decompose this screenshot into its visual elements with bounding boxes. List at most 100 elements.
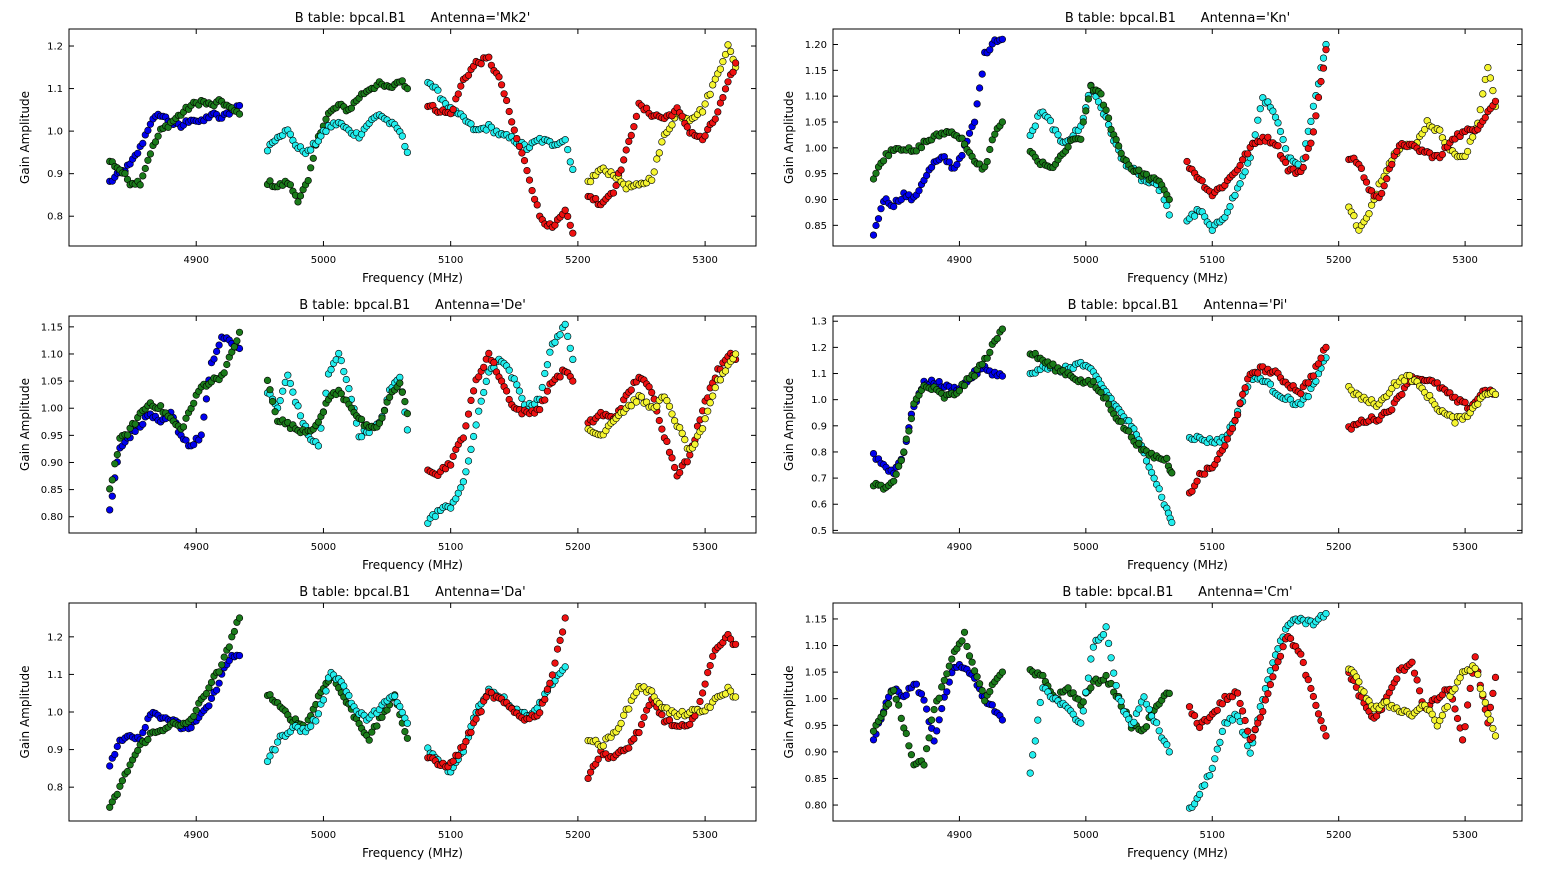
- data-point: [902, 729, 910, 738]
- data-point: [1304, 676, 1312, 684]
- data-point: [586, 768, 595, 776]
- data-point: [1241, 716, 1249, 725]
- data-point: [215, 668, 223, 676]
- y-tick-label: 1.2: [811, 343, 827, 354]
- x-tick-label: 5300: [692, 255, 717, 266]
- data-point: [1112, 136, 1120, 144]
- data-point: [564, 332, 572, 341]
- data-point: [464, 71, 473, 79]
- data-point: [505, 366, 513, 374]
- series-3: [263, 77, 412, 206]
- data-point: [706, 399, 714, 407]
- plot-frame: [68, 315, 757, 534]
- data-point: [1208, 764, 1216, 773]
- data-point: [617, 166, 625, 174]
- data-point: [561, 663, 569, 671]
- plot-frame: [832, 315, 1523, 534]
- data-point: [266, 752, 274, 760]
- x-axis-label: Frequency (MHz): [362, 846, 463, 860]
- x-tick-label: 5300: [692, 830, 717, 841]
- data-point: [1307, 117, 1315, 125]
- data-point: [536, 709, 544, 717]
- data-point: [670, 463, 679, 472]
- data-point: [403, 410, 412, 418]
- data-point: [1357, 164, 1365, 172]
- y-tick-label: 1.00: [41, 404, 63, 415]
- data-point: [556, 373, 564, 381]
- data-point: [220, 653, 228, 661]
- data-point: [546, 679, 554, 687]
- data-point: [716, 376, 725, 384]
- data-point: [1031, 737, 1039, 745]
- series-7: [584, 349, 740, 480]
- data-point: [869, 231, 878, 239]
- data-point: [1355, 678, 1363, 686]
- data-point: [1031, 122, 1039, 130]
- data-point: [612, 181, 620, 190]
- data-point: [927, 716, 936, 724]
- data-point: [477, 60, 485, 68]
- x-tick-label: 5300: [1452, 830, 1477, 841]
- data-point: [233, 337, 241, 345]
- data-point: [1256, 105, 1264, 113]
- data-point: [1246, 749, 1254, 757]
- series-2: [106, 328, 244, 493]
- data-point: [1251, 725, 1259, 734]
- data-point: [340, 368, 348, 376]
- data-point: [1319, 724, 1328, 732]
- data-point: [665, 402, 674, 411]
- data-point: [1168, 469, 1176, 477]
- data-point: [726, 47, 735, 56]
- data-point: [1438, 150, 1446, 159]
- data-point: [1451, 685, 1459, 693]
- data-point: [630, 735, 638, 743]
- data-point: [500, 90, 508, 98]
- x-tick-label: 4900: [183, 830, 208, 841]
- data-point: [1221, 442, 1229, 450]
- data-point: [1130, 718, 1138, 726]
- y-tick-label: 1.2: [47, 632, 63, 643]
- x-axis-label: Frequency (MHz): [362, 271, 463, 285]
- data-point: [1226, 203, 1234, 211]
- data-point: [1089, 643, 1097, 651]
- data-point: [1405, 371, 1414, 380]
- data-point: [630, 123, 638, 131]
- data-point: [263, 147, 272, 155]
- data-point: [1481, 698, 1489, 707]
- data-point: [543, 361, 552, 369]
- series-2: [869, 325, 1007, 493]
- data-point: [1233, 411, 1242, 419]
- data-point: [970, 372, 979, 380]
- data-point: [434, 86, 442, 94]
- data-point: [459, 478, 468, 486]
- data-point: [271, 408, 279, 416]
- data-point: [617, 719, 625, 728]
- data-point: [953, 161, 961, 169]
- data-point: [230, 343, 238, 351]
- data-point: [470, 387, 478, 395]
- data-point: [454, 90, 462, 98]
- data-point: [943, 670, 951, 678]
- y-tick-label: 0.90: [805, 747, 827, 758]
- series-8: [1345, 371, 1500, 427]
- data-point: [556, 636, 564, 645]
- data-point: [1231, 191, 1239, 199]
- data-point: [210, 355, 218, 363]
- series-2: [106, 96, 244, 189]
- data-point: [1231, 417, 1239, 425]
- data-point: [515, 387, 524, 395]
- data-point: [1309, 128, 1317, 136]
- data-point: [940, 676, 948, 684]
- data-point: [1077, 135, 1085, 143]
- data-point: [1269, 107, 1277, 115]
- data-point: [1317, 77, 1325, 86]
- data-point: [139, 172, 147, 180]
- data-point: [467, 728, 475, 737]
- data-point: [541, 369, 549, 378]
- data-point: [401, 398, 409, 406]
- data-point: [1388, 160, 1396, 168]
- data-point: [625, 744, 633, 752]
- y-tick-label: 0.95: [805, 169, 827, 180]
- data-point: [701, 680, 709, 688]
- data-point: [498, 81, 506, 89]
